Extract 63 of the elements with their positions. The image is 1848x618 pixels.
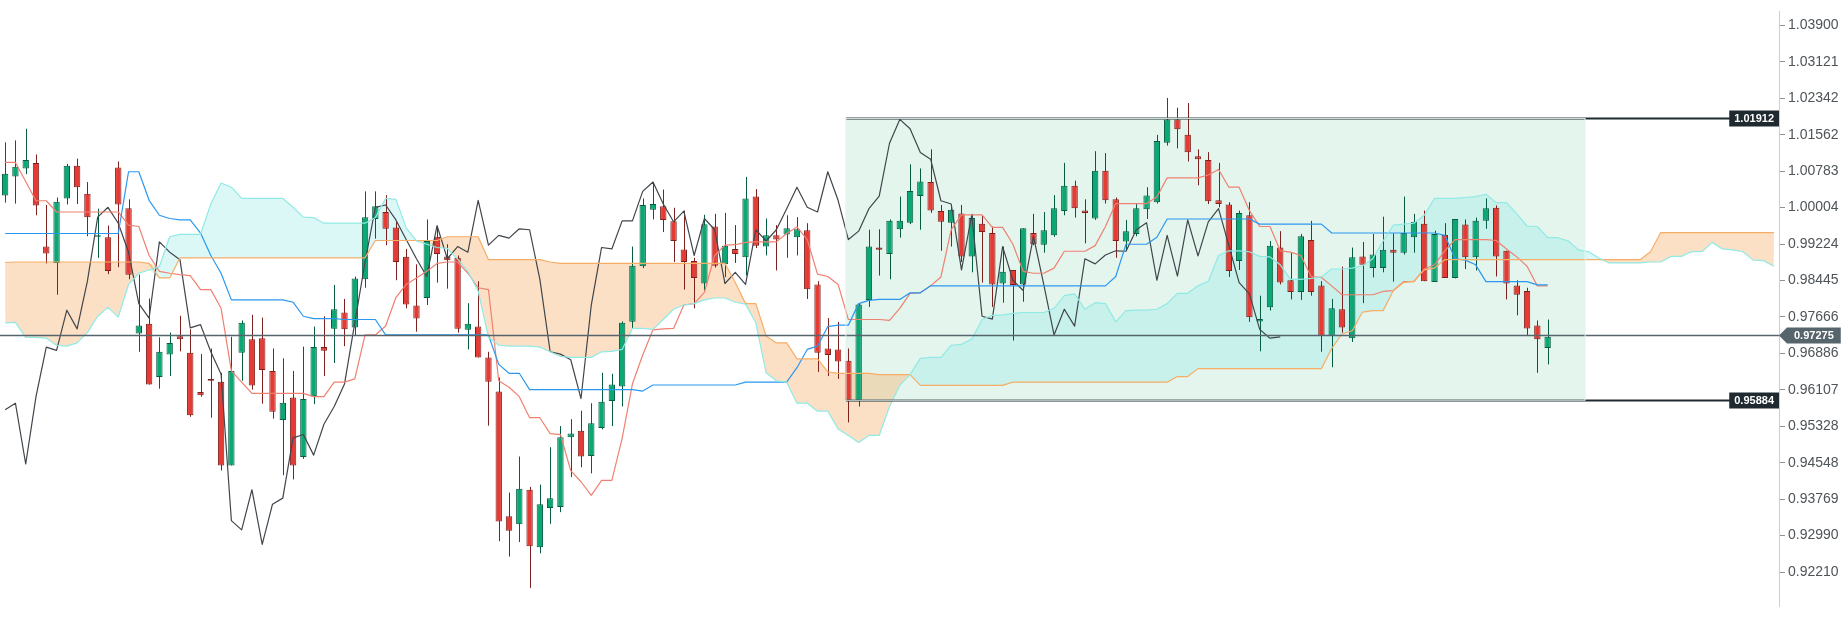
candlestick — [773, 224, 780, 271]
candlestick — [1359, 241, 1366, 304]
y-tick-label: 1.03121 — [1788, 52, 1839, 69]
candlestick — [546, 446, 554, 525]
candlestick — [1215, 162, 1222, 208]
candlestick — [1338, 266, 1346, 334]
y-tick-label: 0.96886 — [1788, 344, 1839, 361]
y-tick-label: 1.00004 — [1788, 198, 1839, 215]
y-tick-label: 1.02342 — [1788, 89, 1839, 106]
candlestick — [1400, 196, 1407, 256]
candlestick — [1379, 216, 1387, 273]
candlestick — [577, 410, 585, 468]
ref-line-label: 1.01912 — [1734, 112, 1774, 125]
y-tick-label: 1.01562 — [1788, 125, 1839, 142]
candlestick — [937, 204, 945, 252]
candlestick — [1163, 97, 1171, 147]
candlestick — [135, 274, 143, 353]
y-tick-label: 0.97666 — [1788, 307, 1839, 324]
candlestick — [320, 315, 328, 377]
candlestick — [1287, 252, 1294, 300]
candlestick — [1482, 197, 1490, 230]
candlestick — [1143, 186, 1150, 220]
candlestick — [279, 357, 286, 476]
y-tick-label: 0.95328 — [1788, 417, 1839, 434]
candlestick — [84, 181, 91, 237]
y-tick-label: 0.99224 — [1788, 234, 1839, 251]
y-tick-label: 0.96107 — [1788, 380, 1839, 397]
candlestick — [1390, 232, 1397, 283]
candlestick — [1534, 319, 1541, 374]
y-tick-label: 1.03900 — [1788, 16, 1839, 33]
candlestick — [382, 194, 389, 246]
candlestick — [834, 321, 842, 380]
candlestick — [1, 141, 9, 204]
candlestick — [1513, 279, 1520, 316]
candlestick — [485, 351, 492, 427]
y-tick-label: 0.92990 — [1788, 526, 1839, 543]
candlestick — [1194, 148, 1202, 186]
y-tick-label: 1.00783 — [1788, 162, 1839, 179]
ref-line-label: 0.97275 — [1794, 329, 1834, 342]
y-tick-label: 0.93769 — [1788, 489, 1839, 506]
candlestick — [1071, 180, 1078, 219]
candlestick — [670, 207, 677, 263]
candlestick — [1174, 107, 1181, 149]
candlestick — [413, 263, 420, 333]
candlestick — [1040, 211, 1047, 254]
candlestick — [917, 168, 924, 231]
y-tick-label: 0.94548 — [1788, 453, 1839, 470]
candlestick — [660, 189, 667, 233]
candlestick — [783, 214, 790, 259]
candlestick — [505, 492, 513, 558]
y-tick-label: 0.92210 — [1788, 562, 1839, 579]
candlestick — [12, 139, 19, 205]
candlestick — [176, 315, 184, 352]
candlestick — [156, 336, 163, 390]
y-tick-label: 0.98445 — [1788, 271, 1839, 288]
ref-line-label: 0.95884 — [1734, 394, 1775, 407]
candlestick — [43, 204, 50, 264]
candlestick — [341, 298, 348, 347]
candlestick — [1184, 102, 1191, 162]
candlestick — [1544, 319, 1551, 365]
candlestick — [166, 332, 173, 377]
candlestick — [1061, 162, 1068, 216]
candlestick — [793, 216, 801, 256]
